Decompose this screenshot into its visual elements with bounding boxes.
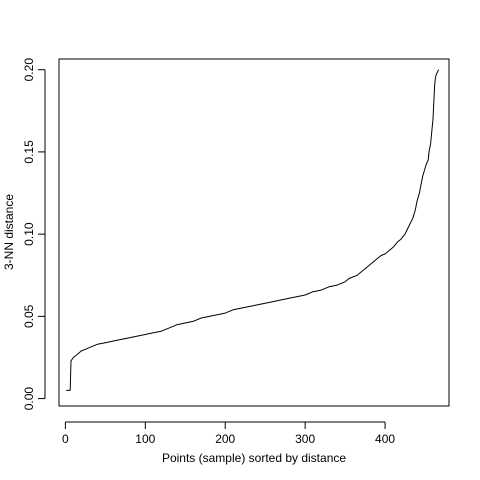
y-axis: 0.00 0.05 0.10 0.15 0.20 xyxy=(22,58,45,411)
x-tick-label: 200 xyxy=(215,432,235,446)
x-tick-label: 300 xyxy=(295,432,315,446)
x-tick-label: 400 xyxy=(375,432,395,446)
y-tick-label: 0.20 xyxy=(22,58,36,82)
plot-frame xyxy=(59,59,449,406)
y-axis-title: 3-NN distance xyxy=(2,194,16,270)
x-axis-title: Points (sample) sorted by distance xyxy=(162,451,346,465)
x-tick-label: 100 xyxy=(135,432,155,446)
series-layer xyxy=(66,70,438,391)
y-tick-label: 0.00 xyxy=(22,387,36,411)
y-tick-label: 0.15 xyxy=(22,140,36,164)
y-tick-label: 0.10 xyxy=(22,222,36,246)
y-tick-label: 0.05 xyxy=(22,304,36,328)
series-line-3nn-distance xyxy=(66,70,438,391)
x-axis: 0 100 200 300 400 xyxy=(62,422,395,446)
x-tick-label: 0 xyxy=(62,432,69,446)
